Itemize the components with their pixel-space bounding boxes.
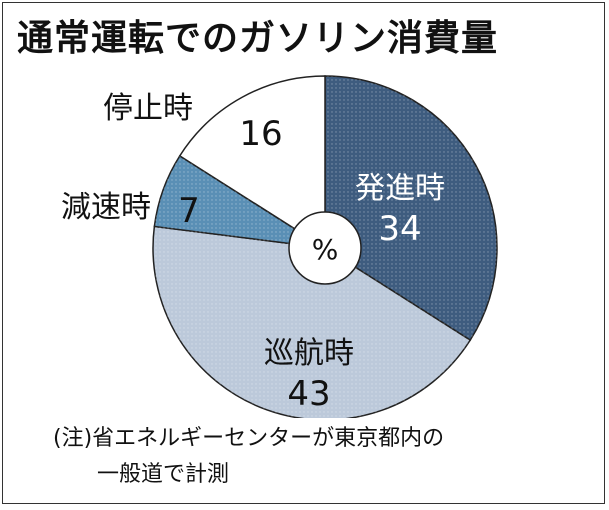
center-circle	[288, 211, 362, 285]
pie-slice-4	[178, 75, 326, 250]
footnote-line-1: (注)省エネルギーセンターが東京都内の	[53, 426, 445, 451]
slice-label-4: 停止時	[103, 91, 193, 126]
center-label: %	[312, 233, 339, 266]
slice-label-1: 発進時	[355, 171, 445, 206]
pie-slice-texture-2	[153, 226, 471, 418]
slice-value-2: 43	[287, 374, 330, 414]
footnote: (注)省エネルギーセンターが東京都内の 一般道で計測	[53, 421, 444, 493]
slice-label-3: 減速時	[61, 190, 151, 225]
chart-title: 通常運転でのガソリン消費量	[17, 18, 499, 59]
slice-value-4: 16	[239, 114, 282, 154]
footnote-line-2: 一般道で計測	[97, 462, 230, 487]
pie-slice-texture-1	[325, 76, 497, 341]
pie-slice-texture-3	[154, 155, 325, 248]
slice-value-1: 34	[378, 209, 421, 249]
slice-value-3: 7	[178, 191, 200, 231]
slice-label-2: 巡航時	[264, 336, 354, 371]
figure-frame: 通常運転でのガソリン消費量 % 発進時 34 巡航時 43 減速時 7 停止時 16 (注)省…	[2, 2, 605, 504]
